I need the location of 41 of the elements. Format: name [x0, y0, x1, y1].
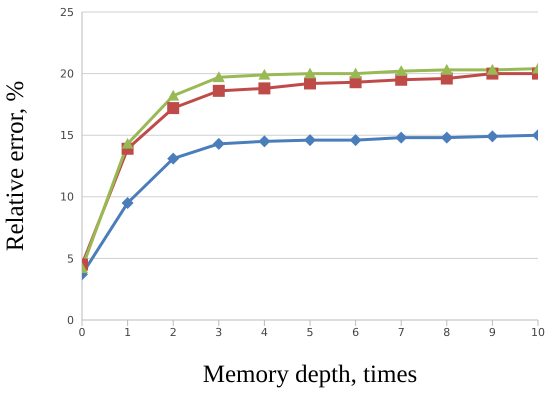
point	[395, 132, 408, 144]
y-tick-label: 20	[60, 68, 74, 81]
x-tick-label: 1	[124, 326, 132, 339]
x-tick-label: 5	[306, 326, 314, 339]
x-tick-label: 2	[170, 326, 177, 339]
point	[486, 64, 498, 75]
point	[167, 152, 180, 165]
x-tick-label: 10	[531, 326, 545, 339]
point	[304, 77, 316, 90]
x-tick-label: 3	[215, 326, 222, 339]
point	[122, 196, 134, 209]
x-tick-label: 4	[260, 326, 268, 339]
x-axis-title: Memory depth, times	[202, 361, 418, 388]
x-tick-label: 0	[78, 326, 86, 339]
point	[258, 68, 270, 80]
point	[258, 82, 270, 94]
y-tick-label: 5	[67, 252, 74, 266]
x-tick-label: 7	[398, 326, 405, 339]
point	[395, 65, 408, 76]
point	[212, 138, 225, 150]
point	[440, 132, 453, 144]
x-tick-label: 8	[443, 326, 450, 339]
y-tick-label: 25	[60, 6, 74, 19]
point	[486, 130, 498, 142]
y-tick-label: 0	[67, 314, 74, 327]
point	[167, 90, 180, 101]
point	[212, 84, 225, 97]
point	[440, 64, 453, 75]
point	[122, 138, 134, 149]
point	[350, 134, 362, 146]
point	[304, 134, 316, 146]
point	[304, 68, 316, 78]
point	[212, 71, 225, 82]
point	[258, 135, 270, 148]
x-tick-label: 9	[488, 326, 496, 339]
y-tick-label: 10	[60, 190, 74, 204]
x-tick-label: 6	[352, 326, 360, 339]
y-tick-label: 15	[60, 129, 74, 142]
point	[167, 102, 180, 114]
y-axis-title: Relative error, %	[2, 80, 29, 252]
point	[350, 68, 362, 78]
